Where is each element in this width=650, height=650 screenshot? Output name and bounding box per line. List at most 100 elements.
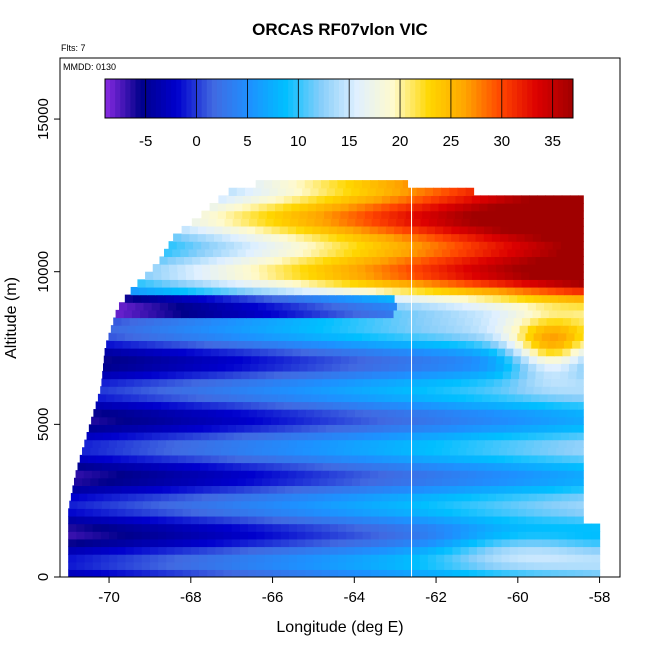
heatmap-cell xyxy=(468,386,477,395)
heatmap-cell xyxy=(534,538,543,548)
heatmap-cell xyxy=(166,523,176,532)
heatmap-cell xyxy=(302,286,312,296)
heatmap-cell xyxy=(575,378,584,387)
heatmap-cell xyxy=(266,210,276,219)
heatmap-cell xyxy=(272,538,282,548)
heatmap-cell xyxy=(492,225,502,235)
heatmap-cell xyxy=(346,409,356,418)
heatmap-cell xyxy=(534,546,543,555)
heatmap-cell xyxy=(495,493,505,502)
heatmap-cell xyxy=(541,332,551,341)
heatmap-cell xyxy=(525,531,535,540)
heatmap-cell xyxy=(394,386,404,395)
heatmap-cell xyxy=(435,386,445,395)
heatmap-cell xyxy=(351,477,361,487)
heatmap-cell xyxy=(313,554,323,563)
heatmap-cell xyxy=(562,485,572,494)
heatmap-cell xyxy=(388,462,397,471)
heatmap-cell xyxy=(552,203,562,212)
heatmap-cell xyxy=(458,447,467,456)
heatmap-cell xyxy=(438,363,447,372)
heatmap-cell xyxy=(218,355,228,364)
heatmap-cell xyxy=(394,225,403,235)
heatmap-cell xyxy=(84,439,94,448)
heatmap-cell xyxy=(178,317,188,326)
heatmap-cell xyxy=(249,302,259,311)
heatmap-cell xyxy=(92,569,102,577)
heatmap-cell xyxy=(353,386,363,395)
heatmap-cell xyxy=(354,554,364,563)
colorbar-segment xyxy=(532,79,538,118)
heatmap-cell xyxy=(433,286,442,296)
heatmap-cell xyxy=(288,561,298,570)
heatmap-cell xyxy=(136,355,146,364)
heatmap-cell xyxy=(164,416,174,425)
heatmap-cell xyxy=(225,241,235,250)
heatmap-cell xyxy=(288,439,298,448)
heatmap-cell xyxy=(395,523,404,532)
heatmap-cell xyxy=(204,393,213,403)
heatmap-cell xyxy=(77,500,87,509)
colorbar-segment xyxy=(216,79,223,118)
heatmap-cell xyxy=(239,386,248,395)
heatmap-cell xyxy=(558,294,567,303)
heatmap-cell xyxy=(304,332,314,341)
heatmap-cell xyxy=(526,409,536,418)
heatmap-cell xyxy=(414,355,424,364)
heatmap-cell xyxy=(322,218,332,227)
heatmap-cell xyxy=(370,180,379,189)
heatmap-cell xyxy=(576,302,584,311)
heatmap-cell xyxy=(300,348,310,357)
heatmap-cell xyxy=(149,332,159,341)
heatmap-cell xyxy=(264,561,274,570)
heatmap-cell xyxy=(495,363,505,372)
y-tick-label: 10000 xyxy=(35,251,52,293)
heatmap-cell xyxy=(387,523,396,532)
heatmap-cell xyxy=(271,233,280,242)
heatmap-cell xyxy=(100,523,110,532)
heatmap-cell xyxy=(434,233,444,242)
heatmap-cell xyxy=(369,309,378,319)
colorbar-segment xyxy=(476,79,482,118)
heatmap-cell xyxy=(187,393,197,403)
heatmap-cell xyxy=(351,187,361,196)
heatmap-cell xyxy=(259,348,269,357)
heatmap-cell xyxy=(207,523,216,532)
heatmap-cell xyxy=(68,569,77,577)
heatmap-cell xyxy=(269,340,279,349)
heatmap-cell xyxy=(328,416,337,425)
heatmap-cell xyxy=(354,409,364,418)
heatmap-cell xyxy=(562,454,571,464)
heatmap-cell xyxy=(256,538,265,548)
heatmap-cell xyxy=(404,500,414,509)
heatmap-cell xyxy=(367,340,377,349)
heatmap-cell xyxy=(547,340,557,349)
heatmap-cell xyxy=(422,210,431,219)
heatmap-cell xyxy=(412,370,422,380)
heatmap-cell xyxy=(280,538,290,548)
heatmap-cell xyxy=(331,302,341,311)
heatmap-cell xyxy=(241,256,250,265)
heatmap-cell xyxy=(397,241,407,250)
heatmap-cell xyxy=(152,401,162,410)
heatmap-cell xyxy=(414,271,424,280)
heatmap-cell xyxy=(143,431,153,441)
heatmap-cell xyxy=(290,500,299,509)
heatmap-cell xyxy=(289,409,299,418)
heatmap-cell xyxy=(550,508,560,517)
heatmap-cell xyxy=(330,462,340,471)
heatmap-cell xyxy=(322,462,332,471)
heatmap-cell xyxy=(288,523,298,532)
heatmap-cell xyxy=(427,546,437,555)
heatmap-cell xyxy=(460,439,470,448)
heatmap-cell xyxy=(324,271,334,280)
heatmap-cell xyxy=(111,431,120,441)
heatmap-cell xyxy=(408,393,418,403)
heatmap-cell xyxy=(500,225,510,235)
heatmap-cell xyxy=(333,271,342,280)
heatmap-cell xyxy=(184,302,194,311)
heatmap-cell xyxy=(528,401,538,410)
heatmap-cell xyxy=(468,294,477,303)
heatmap-cell xyxy=(238,309,247,319)
heatmap-cell xyxy=(76,531,86,540)
